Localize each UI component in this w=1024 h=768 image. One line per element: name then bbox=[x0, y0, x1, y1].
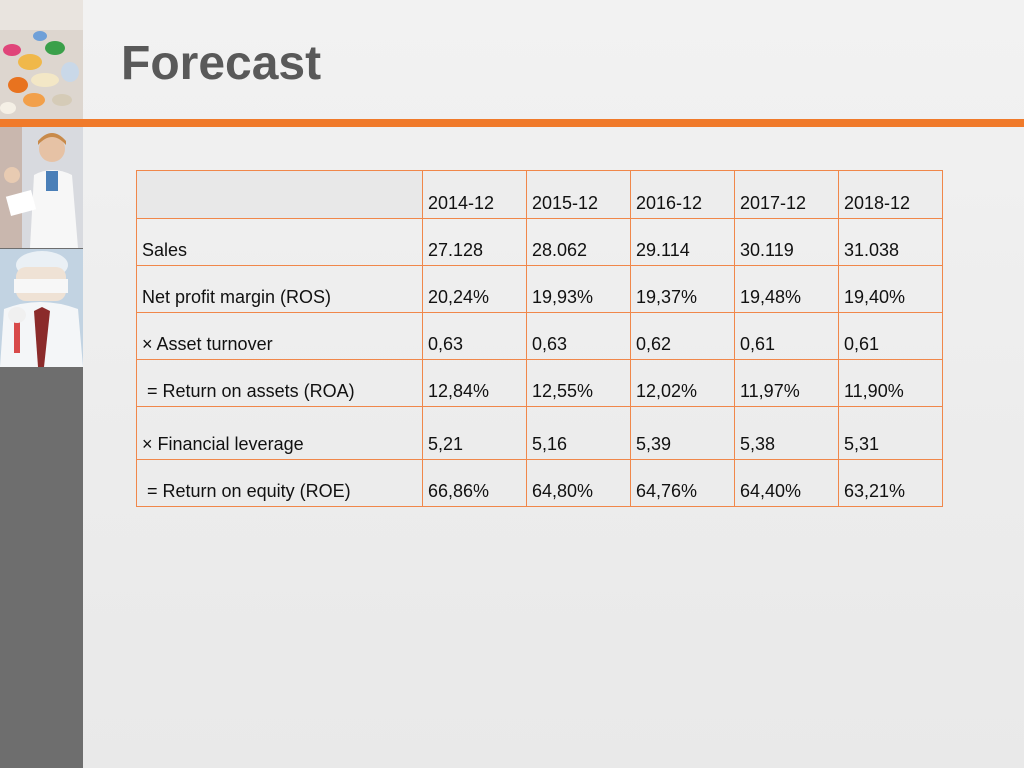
table-cell: 0,62 bbox=[630, 312, 735, 360]
table-cell: 11,90% bbox=[838, 359, 943, 407]
table-cell: 19,40% bbox=[838, 265, 943, 313]
table-cell: 31.038 bbox=[838, 218, 943, 266]
row-label: × Asset turnover bbox=[136, 312, 423, 360]
table-row: = Return on assets (ROA) 12,84% 12,55% 1… bbox=[136, 359, 943, 407]
title-accent-line bbox=[0, 119, 1024, 127]
table-cell: 30.119 bbox=[734, 218, 839, 266]
table-cell: 19,48% bbox=[734, 265, 839, 313]
table-cell: 20,24% bbox=[422, 265, 527, 313]
forecast-table: 2014-12 2015-12 2016-12 2017-12 2018-12 … bbox=[136, 170, 943, 507]
row-label: = Return on assets (ROA) bbox=[136, 359, 423, 407]
row-label: = Return on equity (ROE) bbox=[136, 459, 423, 507]
table-cell: 29.114 bbox=[630, 218, 735, 266]
table-cell: 19,93% bbox=[526, 265, 631, 313]
row-label: Net profit margin (ROS) bbox=[136, 265, 423, 313]
table-cell: 5,38 bbox=[734, 406, 839, 460]
table-cell: 66,86% bbox=[422, 459, 527, 507]
table-cell: 28.062 bbox=[526, 218, 631, 266]
table-cell: 64,80% bbox=[526, 459, 631, 507]
table-cell: 5,31 bbox=[838, 406, 943, 460]
table-row: Net profit margin (ROS) 20,24% 19,93% 19… bbox=[136, 265, 943, 313]
pills-photo bbox=[0, 0, 83, 119]
table-cell: 64,76% bbox=[630, 459, 735, 507]
table-cell: 63,21% bbox=[838, 459, 943, 507]
lab-researcher-photo bbox=[0, 249, 83, 367]
column-header: 2017-12 bbox=[734, 170, 839, 219]
table-cell: 12,55% bbox=[526, 359, 631, 407]
table-cell: 5,21 bbox=[422, 406, 527, 460]
header-blank-cell bbox=[136, 170, 423, 219]
table-header-row: 2014-12 2015-12 2016-12 2017-12 2018-12 bbox=[136, 170, 943, 219]
column-header: 2014-12 bbox=[422, 170, 527, 219]
table-cell: 64,40% bbox=[734, 459, 839, 507]
row-label: × Financial leverage bbox=[136, 406, 423, 460]
column-header: 2015-12 bbox=[526, 170, 631, 219]
table-row: = Return on equity (ROE) 66,86% 64,80% 6… bbox=[136, 459, 943, 507]
table-row: × Asset turnover 0,63 0,63 0,62 0,61 0,6… bbox=[136, 312, 943, 360]
table-cell: 12,84% bbox=[422, 359, 527, 407]
table-row: Sales 27.128 28.062 29.114 30.119 31.038 bbox=[136, 218, 943, 266]
column-header: 2016-12 bbox=[630, 170, 735, 219]
table-cell: 27.128 bbox=[422, 218, 527, 266]
table-cell: 11,97% bbox=[734, 359, 839, 407]
table-cell: 0,61 bbox=[838, 312, 943, 360]
table-row: × Financial leverage 5,21 5,16 5,39 5,38… bbox=[136, 406, 943, 460]
column-header: 2018-12 bbox=[838, 170, 943, 219]
doctor-photo bbox=[0, 127, 83, 248]
table-cell: 5,39 bbox=[630, 406, 735, 460]
slide-title: Forecast bbox=[121, 37, 322, 90]
table-cell: 0,63 bbox=[526, 312, 631, 360]
table-cell: 19,37% bbox=[630, 265, 735, 313]
table-cell: 12,02% bbox=[630, 359, 735, 407]
table-cell: 0,61 bbox=[734, 312, 839, 360]
table-cell: 5,16 bbox=[526, 406, 631, 460]
table-cell: 0,63 bbox=[422, 312, 527, 360]
row-label: Sales bbox=[136, 218, 423, 266]
